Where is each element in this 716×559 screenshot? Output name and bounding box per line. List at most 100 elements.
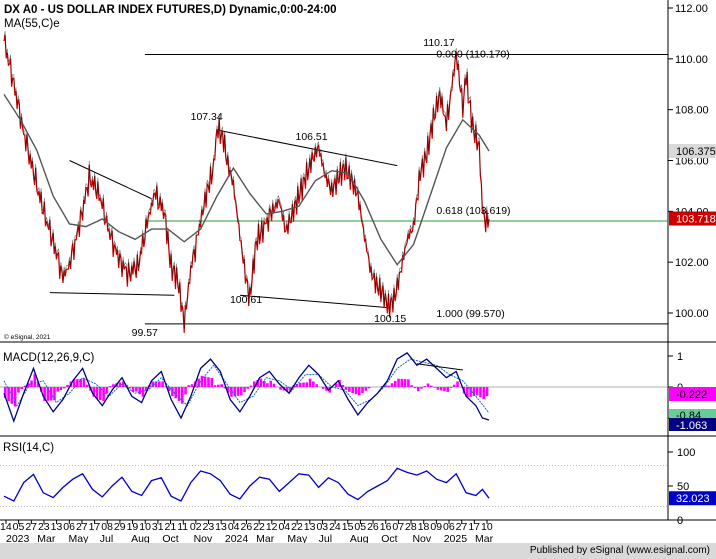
macd-hist-bar [151,381,155,387]
macd-hist-bar [344,387,348,390]
x-axis-day-label: 16 [380,521,392,533]
macd-hist-bar [259,378,263,387]
macd-axis-label: 1 [677,351,683,363]
x-axis-month-label: 2024 [225,533,249,543]
price-annotation: 110.17 [423,37,454,49]
x-axis-month-label: Oct [162,533,178,543]
macd-hist-label: -0.222 [676,389,707,401]
macd-hist-bar [295,383,299,387]
x-axis-day-label: 06 [443,521,455,533]
macd-hist-bar [46,387,50,401]
x-axis-day-label: 14 [0,521,12,533]
price-axis-label: 106.00 [675,156,709,168]
macd-hist-bar [482,387,486,399]
macd-hist-bar [403,379,407,387]
macd-hist-bar [220,384,223,387]
macd-hist-bar [226,387,230,393]
x-axis-day-label: 19 [127,521,139,533]
macd-hist-bar [328,387,332,393]
macd-hist-bar [436,387,440,390]
macd-signal-line [3,358,490,414]
macd-hist-bar [308,378,312,387]
price-series-line [3,34,490,333]
macd-hist-bar [128,387,132,389]
price-series-shadow [3,31,490,330]
macd-panel: 10-1 MACD(12,26,9,C) -0.222 -0.84 -1.063 [0,351,716,437]
macd-hist-bar [82,378,86,387]
macd-hist-bar [43,387,46,401]
macd-hist-bar [364,387,368,391]
macd-hist-bar [472,387,476,397]
ma-value-badge: 106.375 [669,143,716,158]
macd-hist-bar [223,387,227,389]
macd-hist-bar [66,384,69,387]
x-axis-day-label: 27 [456,521,468,533]
macd-hist-bar [367,387,371,389]
x-axis-month-label: Aug [350,533,369,543]
x-axis-day-label: 05 [354,521,366,533]
x-axis-day-label: 22 [253,521,265,533]
x-axis-day-label: 04 [228,521,240,533]
macd-hist-bar [485,387,489,397]
x-axis-month-label: Mar [256,533,275,543]
copyright-label: © eSignal, 2021 [4,333,51,341]
macd-hist-bar [361,387,364,394]
macd-line [3,352,490,424]
price-trendline [69,160,152,200]
macd-hist-bar [23,385,27,387]
macd-hist-bar [62,387,66,389]
macd-hist-bar [105,387,109,394]
x-axis-month-label: Mar [37,533,56,543]
macd-hist-bar [85,384,89,387]
macd-hist-bar [92,387,96,397]
rsi-value-badge: 32.023 [669,491,716,506]
macd-hist-bar [439,387,443,391]
last-price-badge: 103.718 [669,211,716,226]
macd-hist-bar [269,380,273,387]
macd-hist-bar [36,382,40,387]
macd-hist-bar [141,387,145,397]
macd-hist-bar [475,387,479,396]
x-axis-day-label: 24 [329,521,341,533]
macd-hist-bar [184,387,187,395]
rsi-axis-label: 100 [677,447,695,459]
x-axis-day-label: 26 [367,521,379,533]
x-axis-day-label: 02 [190,521,202,533]
x-axis-day-label: 08 [101,521,113,533]
macd-hist-bar [167,387,171,392]
price-axis-label: 100.00 [675,308,709,320]
rsi-line [3,467,490,502]
macd-hist-bar [53,387,56,401]
price-axis-label: 110.00 [675,54,708,66]
x-axis-day-label: 10 [481,521,493,533]
x-axis-day-label: 11 [177,521,188,533]
x-axis-month-label: 2023 [6,533,30,543]
x-axis-day-label: 26 [241,521,253,533]
price-annotation: 0.618 (103.619) [436,205,510,217]
macd-hist-bar [158,381,161,387]
macd-hist-bar [190,384,194,387]
macd-hist-bar [334,383,338,387]
x-axis-month-label: May [287,533,308,543]
macd-hist-bar [298,382,302,387]
macd-hist-bar [76,379,79,387]
macd-hist-bar [390,383,394,387]
price-annotation: 99.57 [132,327,158,339]
macd-hist-bar [4,387,7,399]
x-axis-day-label: 17 [89,521,101,533]
macd-hist-bar [410,385,413,387]
chart-title: DX A0 - US DOLLAR INDEX FUTURES,D) Dynam… [4,4,337,16]
rsi-axis-label: 50 [677,481,689,493]
price-trendlines [49,54,668,325]
macd-hist-bar [452,384,456,387]
x-axis-day-label: 13 [215,521,227,533]
price-annotations: 107.34 106.51 110.170.000 (110.170) 0.618 (… [132,37,511,339]
macd-hist-bar [384,385,387,387]
x-axis-day-label: 29 [114,521,126,533]
x-axis-day-label: 23 [203,521,215,533]
macd-hist-bar [302,382,305,387]
macd-hist-bar [479,387,482,398]
macd-hist-bar [154,381,158,387]
macd-hist-bar [285,387,289,392]
macd-hist-bar [177,387,181,401]
